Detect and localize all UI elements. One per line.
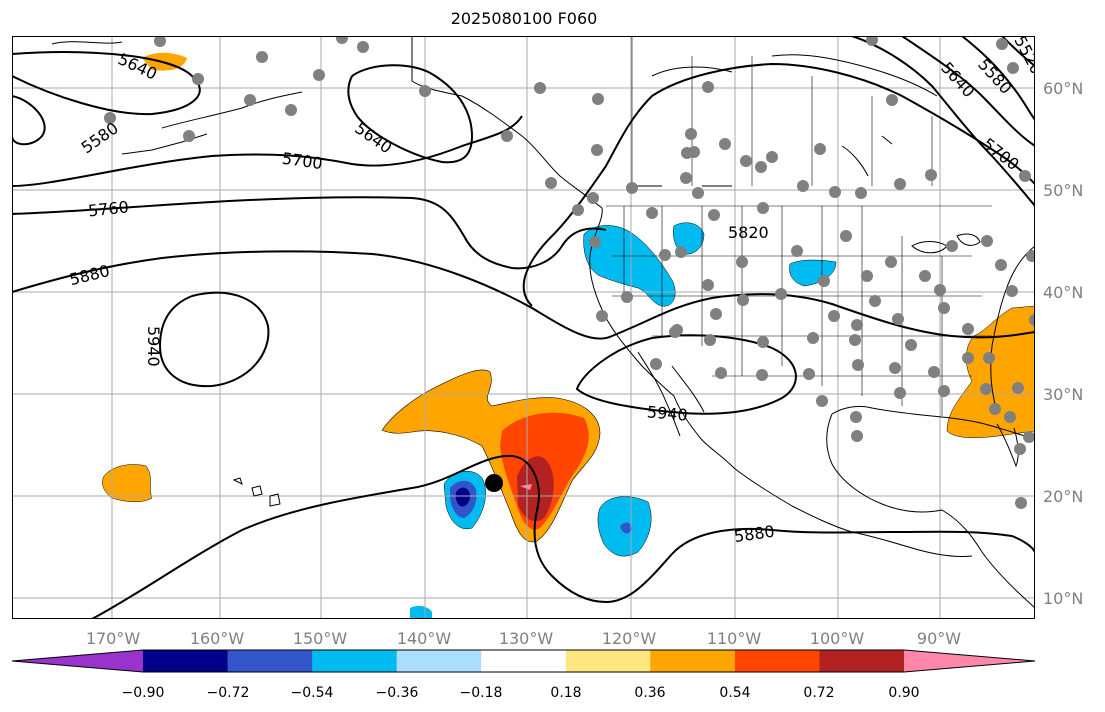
colorbar-tick: 0.72 [803, 685, 834, 701]
height-contours [12, 36, 1035, 619]
colorbar-segment [227, 650, 313, 672]
lat-tick: 10°N [1043, 589, 1083, 608]
colorbar-tick: −0.72 [207, 685, 250, 701]
colorbar-tick: −0.54 [291, 685, 334, 701]
storm-center-marker [485, 474, 503, 492]
latitude-ticks: 60°N 50°N 40°N 30°N 20°N 10°N [1043, 79, 1083, 608]
map-panel: 5640 5580 5640 5700 5760 5880 5940 5820 … [12, 36, 1035, 619]
colorbar-tick: 0.90 [888, 685, 919, 701]
contour-label: 5820 [728, 223, 769, 242]
colorbar-tick: −0.36 [376, 685, 419, 701]
colorbar-segment [396, 650, 482, 672]
colorbar-tick: −0.18 [460, 685, 503, 701]
lat-tick: 40°N [1043, 283, 1083, 302]
lon-tick: 130°W [499, 629, 554, 648]
colorbar-segment [565, 650, 651, 672]
colorbar [11, 649, 1036, 673]
map-title: 2025080100 F060 [450, 9, 598, 28]
station-dots [104, 36, 1035, 509]
contour-label: 5940 [144, 326, 163, 367]
coastlines [51, 36, 1035, 609]
colorbar-segment [734, 650, 820, 672]
colorbar-tick: 0.36 [634, 685, 665, 701]
colorbar-arrow-high [904, 650, 1035, 672]
colorbar-ticks: −0.90 −0.72 −0.54 −0.36 −0.18 0.18 0.36 … [122, 685, 920, 701]
lon-tick: 170°W [86, 629, 141, 648]
lon-tick: 140°W [397, 629, 452, 648]
contour-label: 5940 [646, 402, 688, 424]
colorbar-segment [650, 650, 736, 672]
lon-tick: 100°W [810, 629, 865, 648]
lon-tick: 120°W [602, 629, 657, 648]
colorbar-tick: 0.18 [550, 685, 581, 701]
contour-label: 5760 [87, 197, 129, 220]
lon-tick: 110°W [707, 629, 762, 648]
colorbar-tick: −0.90 [122, 685, 165, 701]
lon-tick: 150°W [293, 629, 348, 648]
lat-tick: 30°N [1043, 385, 1083, 404]
gridlines [12, 36, 1035, 619]
lat-tick: 20°N [1043, 487, 1083, 506]
colorbar-arrow-low [12, 650, 143, 672]
lat-tick: 60°N [1043, 79, 1083, 98]
map-frame [12, 36, 1035, 619]
colorbar-outline [11, 649, 1036, 673]
lat-tick: 50°N [1043, 181, 1083, 200]
colorbar-tick: 0.54 [719, 685, 750, 701]
colorbar-segment [312, 650, 398, 672]
longitude-ticks: 170°W 160°W 150°W 140°W 130°W 120°W 110°… [86, 629, 961, 648]
colorbar-segment [143, 650, 229, 672]
colorbar-segment [481, 650, 567, 672]
lon-tick: 160°W [190, 629, 245, 648]
colorbar-segment [819, 650, 905, 672]
lon-tick: 90°W [917, 629, 961, 648]
